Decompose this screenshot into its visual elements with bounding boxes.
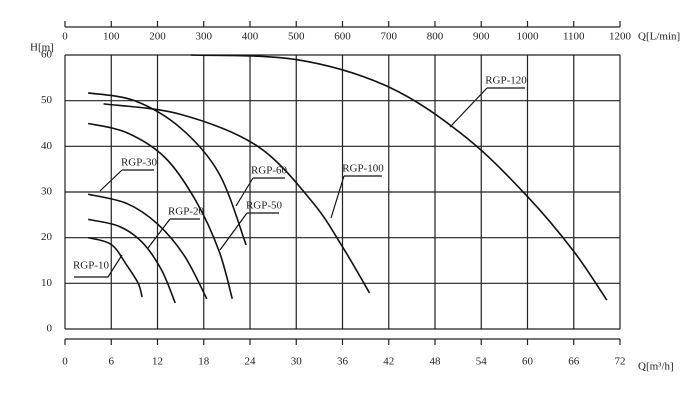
x-tick-label: 6 [109, 356, 115, 368]
curve-label: RGP-100 [342, 163, 384, 175]
x-tick-label: 30 [291, 356, 303, 368]
x2-tick-label: 1200 [609, 31, 632, 43]
x2-tick-label: 300 [196, 31, 213, 43]
x2-tick-label: 0 [62, 31, 68, 43]
x-tick-label: 36 [337, 356, 349, 368]
curve-label: RGP-60 [251, 165, 288, 177]
x2-tick-label: 200 [149, 31, 166, 43]
x-tick-label: 12 [152, 356, 163, 368]
x2-tick-label: 600 [334, 31, 351, 43]
curve-label: RGP-50 [246, 200, 283, 212]
pump-curve [87, 92, 247, 246]
y-axis-title: H[m] [30, 42, 54, 54]
x2-axis-title: Q[L/min] [638, 31, 680, 43]
x-tick-label: 18 [198, 356, 210, 368]
curve-label: RGP-20 [168, 206, 205, 218]
x-tick-label: 66 [568, 356, 580, 368]
y-tick-label: 60 [41, 49, 53, 61]
x-tick-label: 48 [430, 356, 442, 368]
x2-tick-label: 700 [381, 31, 398, 43]
x-tick-label: 24 [245, 356, 257, 368]
leaders [74, 87, 525, 278]
x2-tick-label: 1000 [517, 31, 540, 43]
y-tick-label: 10 [41, 277, 53, 289]
y-tick-label: 50 [41, 94, 53, 106]
y-tick-label: 0 [47, 323, 53, 335]
y-tick-label: 40 [41, 140, 53, 152]
x-tick-label: 60 [522, 356, 534, 368]
curve-label: RGP-30 [121, 157, 158, 169]
pump-curve [103, 103, 371, 294]
x2-tick-label: 900 [473, 31, 490, 43]
pump-curve [87, 122, 234, 300]
x2-tick-label: 400 [242, 31, 259, 43]
y-tick-label: 20 [41, 231, 53, 243]
x2-tick-label: 500 [288, 31, 305, 43]
x2-tick-label: 1100 [563, 31, 585, 43]
curve-label: RGP-120 [485, 75, 527, 87]
x-tick-label: 42 [383, 356, 394, 368]
pump-curve [87, 193, 208, 300]
pump-curve [87, 218, 176, 304]
y-tick-label: 30 [41, 186, 53, 198]
pump-curve [87, 236, 143, 298]
x2-tick-label: 100 [103, 31, 120, 43]
pump-curve [190, 54, 608, 301]
x-tick-label: 72 [615, 356, 626, 368]
curve-label: RGP-10 [73, 260, 110, 272]
x-axis-title: Q[m³/h] [638, 361, 674, 373]
x2-tick-label: 800 [427, 31, 444, 43]
x-tick-label: 54 [476, 356, 488, 368]
x-tick-label: 0 [62, 356, 68, 368]
